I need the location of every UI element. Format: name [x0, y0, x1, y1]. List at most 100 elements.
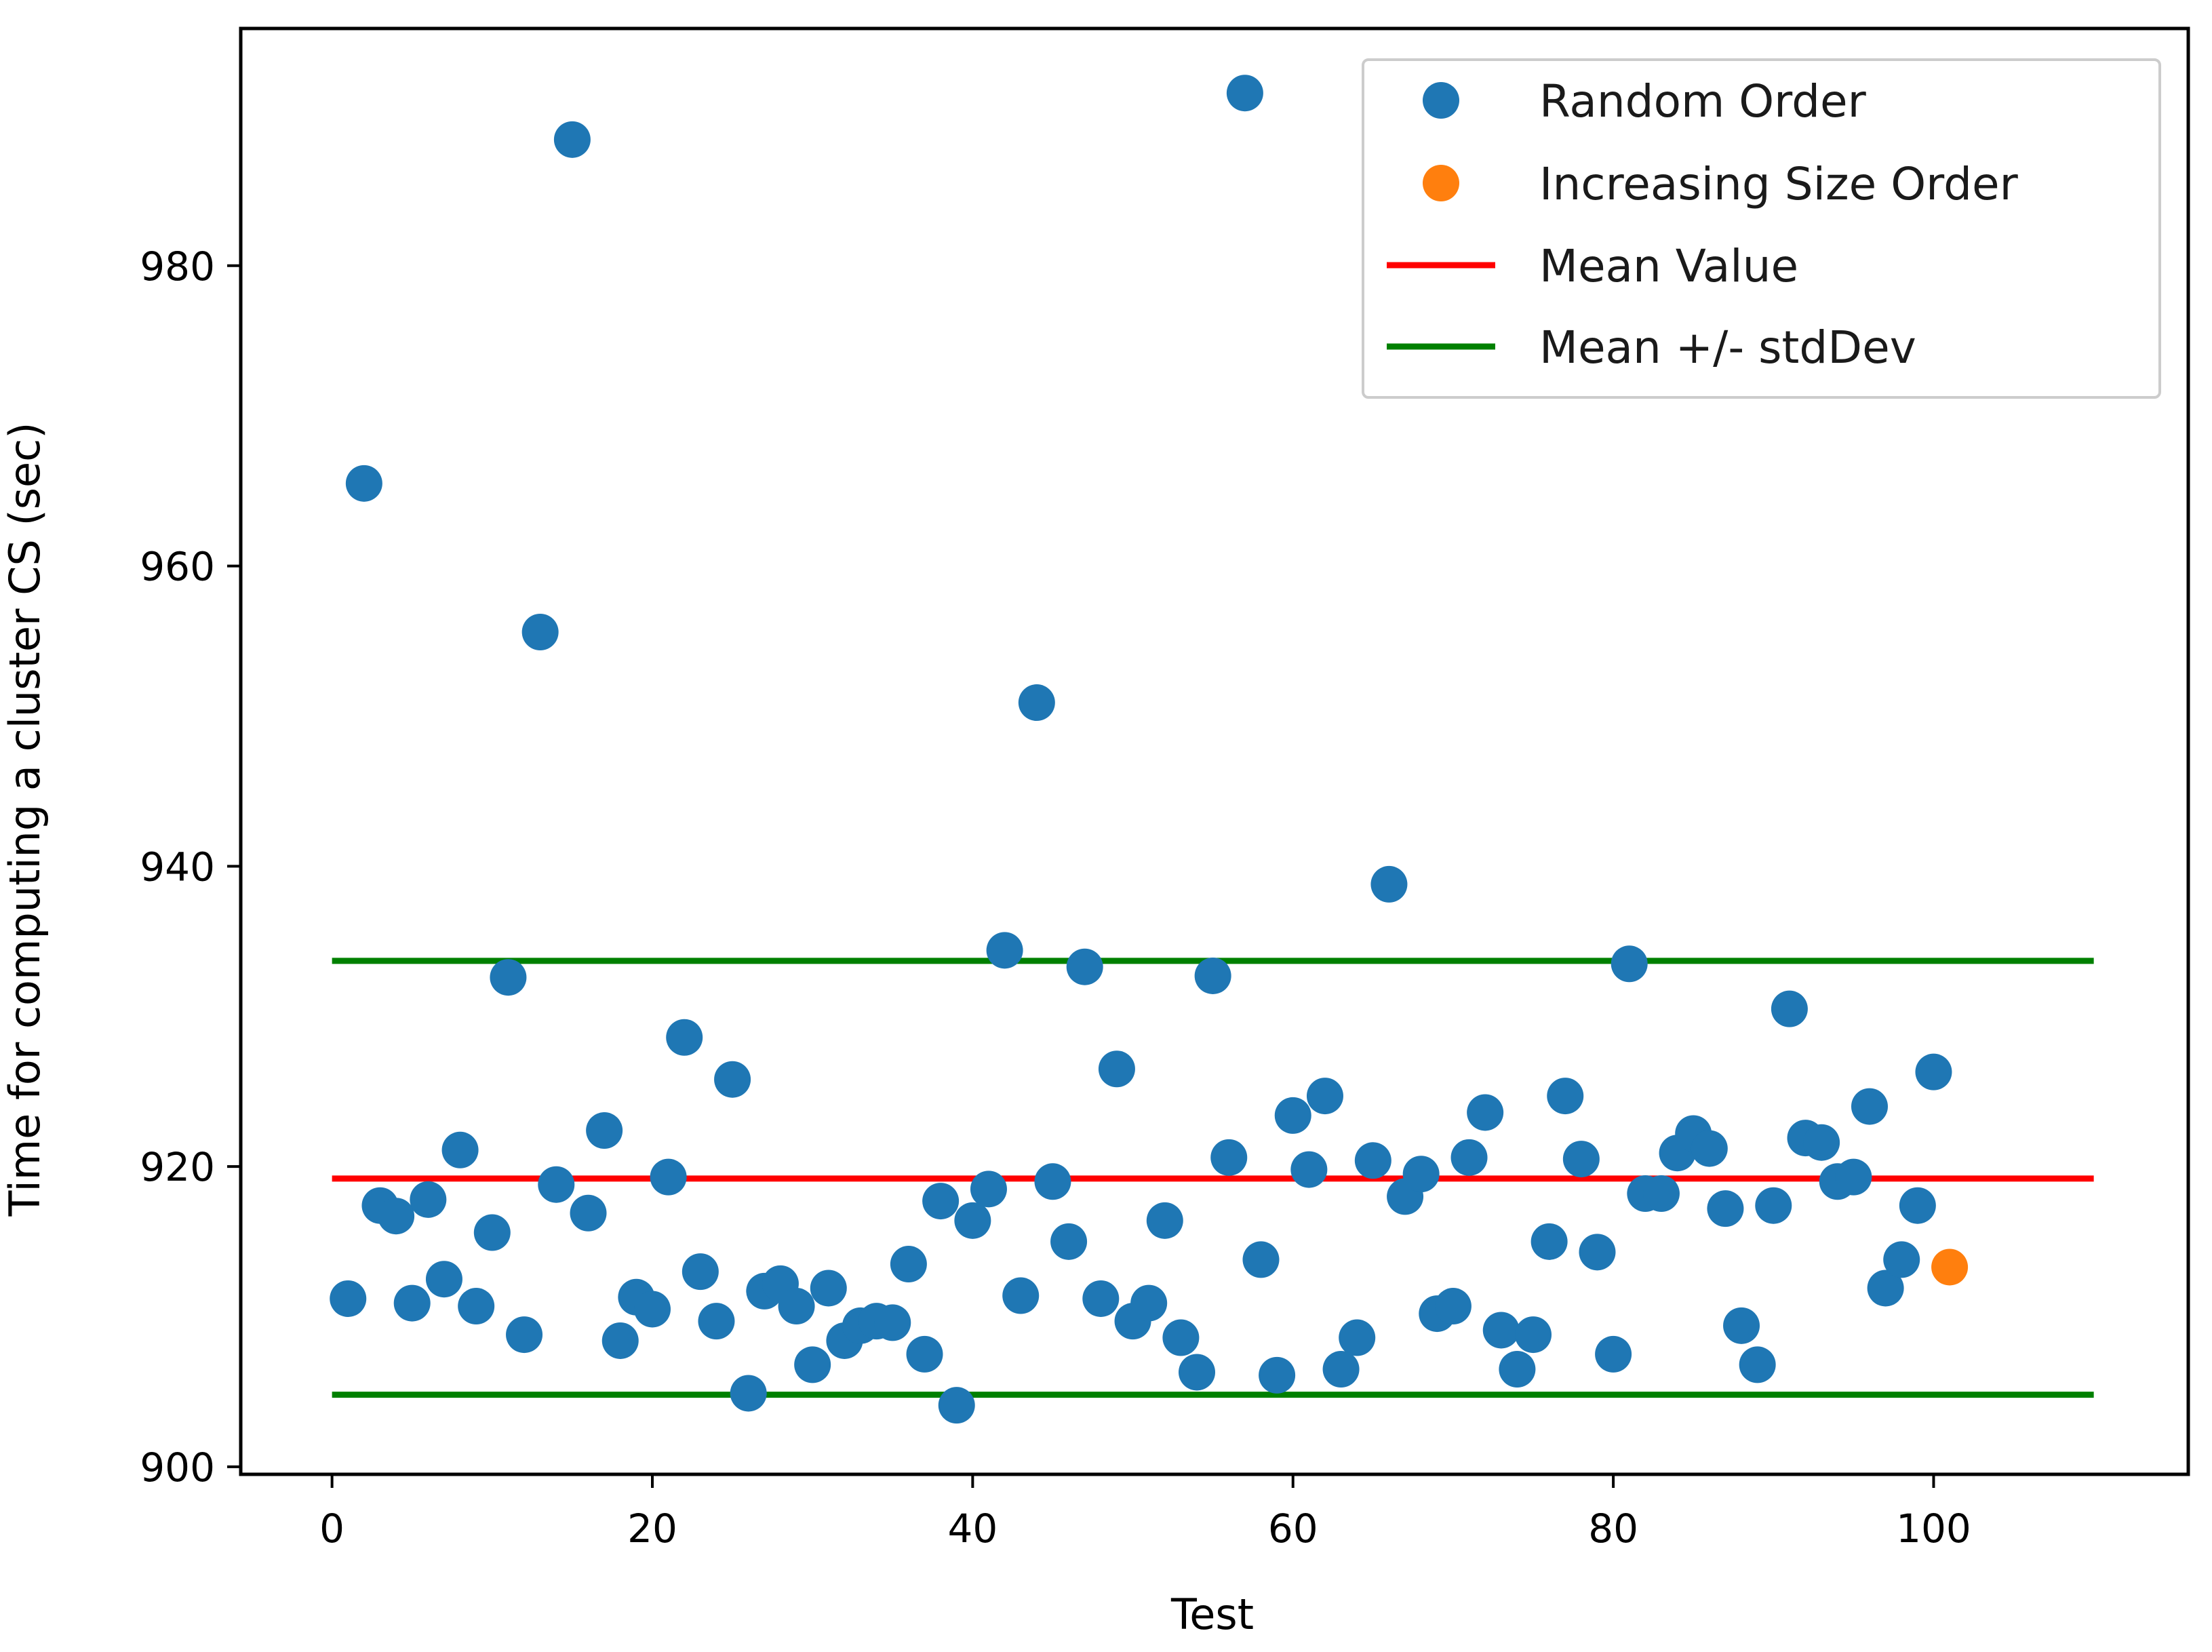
data-point: [1931, 1248, 1969, 1286]
data-point: [1370, 865, 1408, 903]
y-tick-label: 900: [140, 1444, 215, 1491]
legend: Random Order Increasing Size Order Mean …: [1362, 58, 2161, 399]
data-point: [1402, 1156, 1440, 1193]
data-point: [1002, 1277, 1040, 1314]
data-point: [1611, 945, 1648, 983]
data-point: [1867, 1270, 1904, 1307]
data-point: [650, 1158, 687, 1196]
data-point: [938, 1387, 975, 1424]
data-point: [1066, 948, 1103, 985]
data-point: [1242, 1241, 1280, 1278]
data-point: [521, 613, 559, 650]
legend-label: Mean +/- stdDev: [1539, 321, 1916, 374]
data-point: [730, 1375, 767, 1412]
data-point: [1515, 1316, 1552, 1354]
blue-dot-icon: [1423, 82, 1459, 119]
y-tick-label: 940: [140, 844, 215, 890]
data-point: [1803, 1124, 1840, 1161]
data-point: [1482, 1312, 1520, 1349]
data-point: [874, 1304, 911, 1341]
data-point: [1467, 1094, 1504, 1131]
data-point: [666, 1019, 703, 1056]
data-point: [441, 1131, 479, 1168]
x-tick-label: 80: [1588, 1506, 1638, 1552]
data-point: [714, 1061, 751, 1098]
data-point: [922, 1183, 960, 1220]
data-point: [1290, 1151, 1328, 1188]
data-point: [1691, 1130, 1728, 1167]
data-point: [490, 959, 527, 996]
data-point: [698, 1303, 735, 1340]
data-point: [906, 1335, 943, 1373]
data-point: [1739, 1346, 1776, 1383]
plot-frame: [239, 26, 2190, 1476]
data-point: [1259, 1356, 1296, 1394]
data-point: [1179, 1354, 1216, 1391]
data-point: [778, 1288, 815, 1325]
y-axis-label: Time for computing a cluster CS (sec): [0, 422, 50, 1217]
data-point: [1851, 1088, 1888, 1125]
legend-item-mean-stddev: Mean +/- stdDev: [1387, 321, 1916, 374]
data-point: [1642, 1175, 1680, 1212]
legend-item-mean-value: Mean Value: [1387, 240, 1798, 292]
x-tick-label: 0: [319, 1506, 344, 1552]
data-point: [1274, 1097, 1311, 1134]
data-point: [1146, 1202, 1183, 1239]
data-point: [986, 932, 1023, 969]
data-point: [1050, 1223, 1088, 1260]
y-tick-label: 960: [140, 544, 215, 590]
data-point: [682, 1253, 719, 1291]
y-tick-label: 920: [140, 1144, 215, 1190]
data-point: [1194, 957, 1231, 994]
legend-item-random-order: Random Order: [1423, 75, 1867, 127]
data-point: [1434, 1288, 1472, 1325]
y-axis-ticks: 900 920 940 960 980: [140, 243, 241, 1491]
data-point: [1098, 1050, 1135, 1088]
data-point: [1547, 1078, 1584, 1115]
data-point: [1450, 1139, 1488, 1176]
data-point: [1755, 1187, 1792, 1224]
data-point: [425, 1261, 462, 1298]
data-point: [1322, 1351, 1360, 1388]
data-point: [393, 1284, 431, 1322]
data-point: [1499, 1351, 1536, 1388]
legend-label: Mean Value: [1539, 240, 1798, 292]
data-point: [1162, 1319, 1200, 1356]
data-point: [601, 1322, 639, 1359]
x-tick-label: 60: [1268, 1506, 1318, 1552]
data-point: [810, 1270, 847, 1307]
data-points: [330, 75, 1969, 1424]
data-point: [1899, 1187, 1936, 1224]
data-point: [1306, 1078, 1343, 1115]
data-point: [345, 465, 382, 502]
data-point: [1835, 1158, 1872, 1196]
x-axis-label: Test: [1170, 1590, 1254, 1639]
data-point: [410, 1181, 447, 1218]
data-point: [633, 1291, 671, 1328]
orange-dot-icon: [1423, 165, 1459, 201]
x-axis-ticks: 0 20 40 60 80 100: [319, 1474, 1971, 1552]
data-point: [538, 1166, 575, 1203]
data-point: [1226, 75, 1263, 112]
data-point: [458, 1288, 495, 1325]
data-point: [1915, 1053, 1952, 1090]
legend-box: [1362, 58, 2161, 399]
data-point: [473, 1214, 511, 1251]
data-point: [794, 1346, 831, 1383]
data-point: [586, 1112, 623, 1149]
legend-label: Random Order: [1539, 75, 1867, 127]
data-point: [1562, 1141, 1600, 1178]
data-point: [1018, 684, 1055, 722]
data-point: [1530, 1223, 1568, 1260]
data-point: [570, 1194, 607, 1232]
data-point: [954, 1202, 991, 1239]
data-point: [1883, 1241, 1920, 1278]
data-point: [1579, 1234, 1616, 1271]
data-point: [330, 1280, 367, 1317]
data-point: [1723, 1307, 1760, 1344]
data-point: [1354, 1142, 1391, 1179]
data-point: [1082, 1280, 1120, 1317]
data-point: [506, 1316, 543, 1354]
data-point: [1707, 1190, 1744, 1227]
